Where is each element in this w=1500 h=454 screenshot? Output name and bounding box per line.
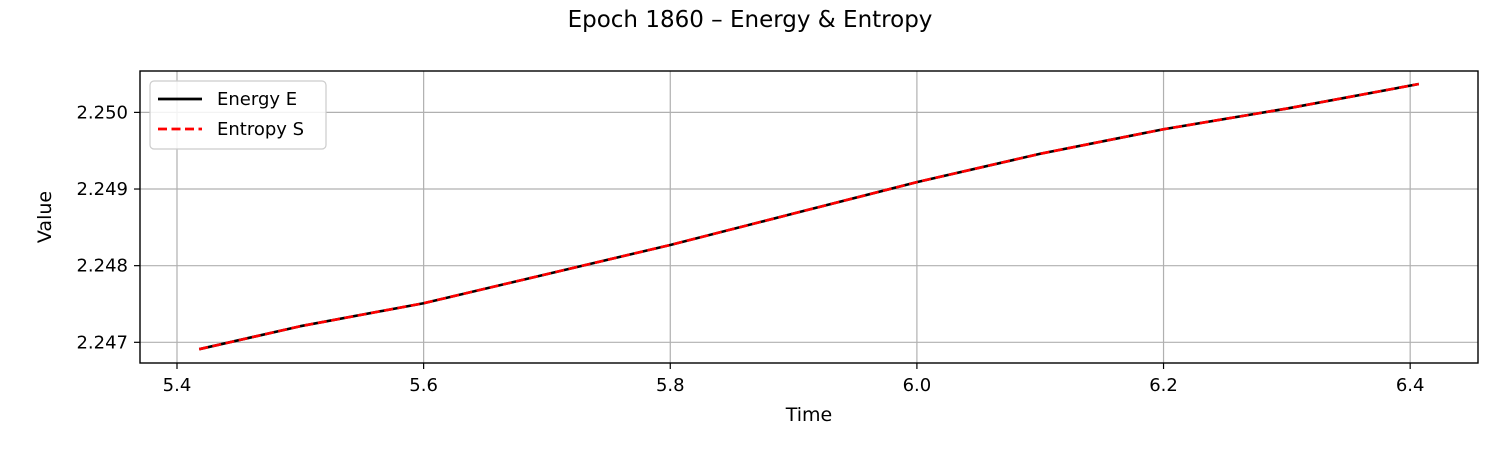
y-tick-label: 2.249 xyxy=(76,179,128,200)
plot-lines xyxy=(199,84,1419,349)
series-line-entropy xyxy=(199,84,1419,349)
legend-label-energy: Energy E xyxy=(217,89,297,110)
x-tick-label: 6.0 xyxy=(903,375,932,396)
legend: Energy E Entropy S xyxy=(150,81,326,149)
y-tick-label: 2.247 xyxy=(76,332,128,353)
y-tick-label: 2.248 xyxy=(76,256,128,277)
y-axis-label: Value xyxy=(34,191,56,243)
x-axis-label: Time xyxy=(785,404,833,426)
y-tick-label: 2.250 xyxy=(76,102,128,123)
legend-label-entropy: Entropy S xyxy=(217,119,304,140)
x-tick-label: 5.8 xyxy=(656,375,685,396)
x-tick-label: 6.4 xyxy=(1396,375,1425,396)
series-line-energy xyxy=(199,84,1419,349)
x-tick-label: 5.4 xyxy=(163,375,192,396)
x-tick-label: 6.2 xyxy=(1149,375,1178,396)
x-tick-label: 5.6 xyxy=(409,375,438,396)
chart-title: Epoch 1860 – Energy & Entropy xyxy=(568,7,933,33)
